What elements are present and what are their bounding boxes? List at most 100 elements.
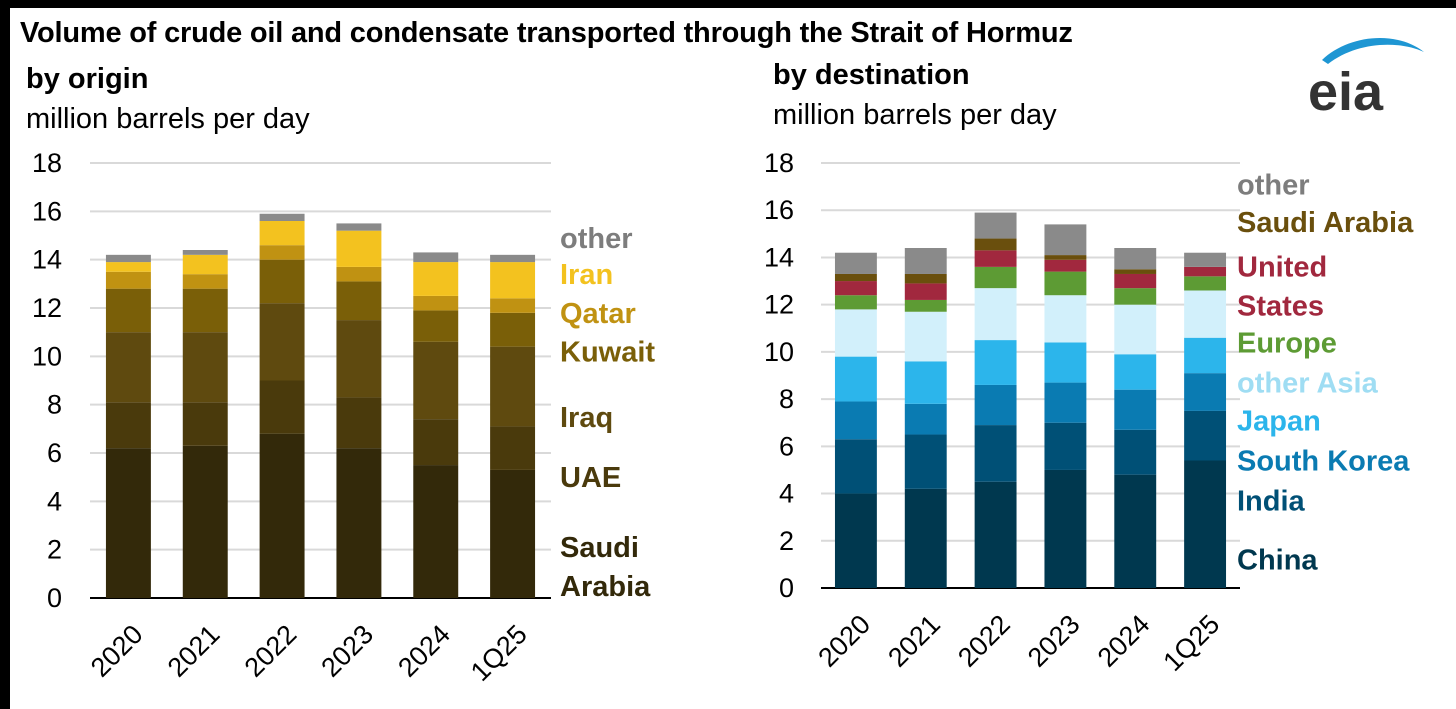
destination-legend-label: India bbox=[1237, 486, 1306, 518]
origin-y-tick-label: 10 bbox=[32, 341, 62, 371]
destination-bar-segment-china-2024 bbox=[1114, 474, 1157, 588]
left-chart-units: million barrels per day bbox=[26, 103, 310, 135]
destination-x-tick-label: 2022 bbox=[952, 609, 1016, 673]
origin-bar-segment-qatar-2020 bbox=[105, 271, 151, 289]
origin-bar-segment-iraq-2022 bbox=[259, 303, 305, 381]
destination-y-tick-label: 0 bbox=[779, 573, 794, 603]
destination-bar-segment-united-states-1q25 bbox=[1184, 266, 1227, 277]
destination-bar-segment-europe-2023 bbox=[1044, 271, 1087, 296]
origin-bar-segment-saudi-arabia-2023 bbox=[336, 448, 382, 598]
origin-bar-segment-iraq-2021 bbox=[182, 332, 228, 403]
destination-bar-segment-india-2022 bbox=[974, 425, 1017, 482]
destination-bar-segment-china-2022 bbox=[974, 481, 1017, 588]
origin-y-tick-label: 6 bbox=[47, 438, 62, 468]
origin-bar-segment-saudi-arabia-2024 bbox=[413, 465, 459, 598]
chart-title: Volume of crude oil and condensate trans… bbox=[20, 17, 1073, 49]
destination-x-tick-label: 1Q25 bbox=[1157, 609, 1225, 677]
origin-y-tick-label: 18 bbox=[32, 148, 62, 178]
left-chart-subtitle: by origin bbox=[26, 63, 149, 95]
origin-bar-segment-iran-2021 bbox=[182, 254, 228, 275]
destination-y-tick-label: 10 bbox=[764, 337, 794, 367]
origin-y-tick-label: 14 bbox=[32, 245, 62, 275]
destination-x-tick-label: 2024 bbox=[1092, 609, 1156, 673]
destination-bar-segment-india-2020 bbox=[834, 439, 877, 494]
destination-y-tick-label: 8 bbox=[779, 384, 794, 414]
destination-bar-segment-saudi-arabia-2020 bbox=[834, 273, 877, 282]
destination-bar-segment-china-2021 bbox=[904, 488, 947, 588]
origin-bar-segment-iraq-2024 bbox=[413, 341, 459, 420]
origin-legend-label: UAE bbox=[560, 462, 621, 494]
origin-bar-segment-kuwait-2024 bbox=[413, 310, 459, 342]
destination-legend-label: Japan bbox=[1237, 405, 1321, 437]
destination-bar-segment-other-asia-2022 bbox=[974, 288, 1017, 341]
origin-legend-label: other bbox=[560, 223, 633, 255]
destination-bar-segment-china-2023 bbox=[1044, 469, 1087, 588]
origin-bar-segment-other-2021 bbox=[182, 250, 228, 255]
origin-bar-segment-kuwait-2021 bbox=[182, 288, 228, 333]
destination-bar-segment-other-asia-2024 bbox=[1114, 304, 1157, 355]
destination-bar-segment-other-2023 bbox=[1044, 224, 1087, 256]
origin-bar-segment-iran-1q25 bbox=[490, 262, 536, 299]
origin-y-tick-label: 0 bbox=[47, 583, 62, 613]
destination-bar-segment-other-2020 bbox=[834, 252, 877, 274]
destination-bar-segment-japan-2022 bbox=[974, 340, 1017, 385]
origin-legend-label: Iraq bbox=[560, 402, 613, 434]
origin-bar-segment-uae-1q25 bbox=[490, 426, 536, 470]
destination-y-tick-label: 2 bbox=[779, 526, 794, 556]
destination-bar-segment-south-korea-2021 bbox=[904, 403, 947, 435]
origin-bar-segment-kuwait-2020 bbox=[105, 288, 151, 333]
origin-bar-segment-qatar-2023 bbox=[336, 266, 382, 282]
destination-bar-segment-europe-2024 bbox=[1114, 288, 1157, 305]
origin-bar-segment-kuwait-1q25 bbox=[490, 312, 536, 347]
destination-legend-label: other bbox=[1237, 169, 1310, 201]
destination-bar-segment-india-2021 bbox=[904, 434, 947, 489]
destination-y-tick-label: 12 bbox=[764, 290, 794, 320]
right-chart-subtitle: by destination bbox=[773, 59, 970, 91]
origin-bar-segment-qatar-1q25 bbox=[490, 298, 536, 313]
destination-bar-segment-south-korea-2024 bbox=[1114, 389, 1157, 430]
destination-x-tick-label: 2020 bbox=[812, 609, 876, 673]
eia-logo: eia bbox=[1308, 38, 1424, 114]
destination-bar-segment-japan-1q25 bbox=[1184, 337, 1227, 374]
figure-frame: Volume of crude oil and condensate trans… bbox=[10, 8, 1456, 709]
destination-bar-segment-south-korea-2020 bbox=[834, 401, 877, 440]
right-chart-units: million barrels per day bbox=[773, 99, 1057, 131]
destination-bar-segment-saudi-arabia-2024 bbox=[1114, 269, 1157, 274]
destination-bar-segment-united-states-2023 bbox=[1044, 259, 1087, 272]
destination-bar-segment-united-states-2021 bbox=[904, 283, 947, 300]
destination-bar-segment-japan-2024 bbox=[1114, 354, 1157, 390]
origin-bar-segment-iraq-1q25 bbox=[490, 346, 536, 427]
destination-legend-label: Europe bbox=[1237, 327, 1337, 359]
destination-bar-segment-japan-2023 bbox=[1044, 342, 1087, 383]
origin-bar-segment-saudi-arabia-2020 bbox=[105, 448, 151, 598]
origin-bar-segment-saudi-arabia-1q25 bbox=[490, 469, 536, 598]
destination-y-tick-label: 18 bbox=[764, 148, 794, 178]
origin-bar-segment-iran-2022 bbox=[259, 221, 305, 246]
destination-bar-segment-europe-2020 bbox=[834, 295, 877, 310]
destination-bar-segment-japan-2020 bbox=[834, 356, 877, 402]
origin-y-tick-label: 2 bbox=[47, 535, 62, 565]
destination-bar-segment-other-2024 bbox=[1114, 248, 1157, 270]
origin-bar-segment-kuwait-2023 bbox=[336, 281, 382, 321]
origin-y-tick-label: 8 bbox=[47, 390, 62, 420]
origin-bar-segment-qatar-2024 bbox=[413, 295, 459, 311]
destination-bar-segment-south-korea-2022 bbox=[974, 384, 1017, 426]
origin-bar-segment-iraq-2023 bbox=[336, 320, 382, 398]
destination-bar-segment-europe-1q25 bbox=[1184, 276, 1227, 291]
destination-bar-segment-other-asia-1q25 bbox=[1184, 290, 1227, 338]
destination-bar-segment-other-asia-2023 bbox=[1044, 295, 1087, 343]
origin-bar-segment-uae-2020 bbox=[105, 402, 151, 449]
destination-bar-segment-india-2024 bbox=[1114, 429, 1157, 475]
destination-bar-segment-china-1q25 bbox=[1184, 460, 1227, 588]
origin-bar-segment-iran-2024 bbox=[413, 262, 459, 296]
destination-bar-segment-united-states-2024 bbox=[1114, 273, 1157, 289]
destination-bar-segment-saudi-arabia-2021 bbox=[904, 273, 947, 284]
origin-bar-segment-iran-2020 bbox=[105, 262, 151, 272]
destination-bar-segment-japan-2021 bbox=[904, 361, 947, 404]
origin-legend-label: Saudi bbox=[560, 532, 639, 564]
destination-y-tick-label: 4 bbox=[779, 479, 794, 509]
origin-bar-segment-uae-2023 bbox=[336, 397, 382, 449]
origin-bar-segment-uae-2024 bbox=[413, 419, 459, 466]
origin-bar-segment-kuwait-2022 bbox=[259, 259, 305, 304]
